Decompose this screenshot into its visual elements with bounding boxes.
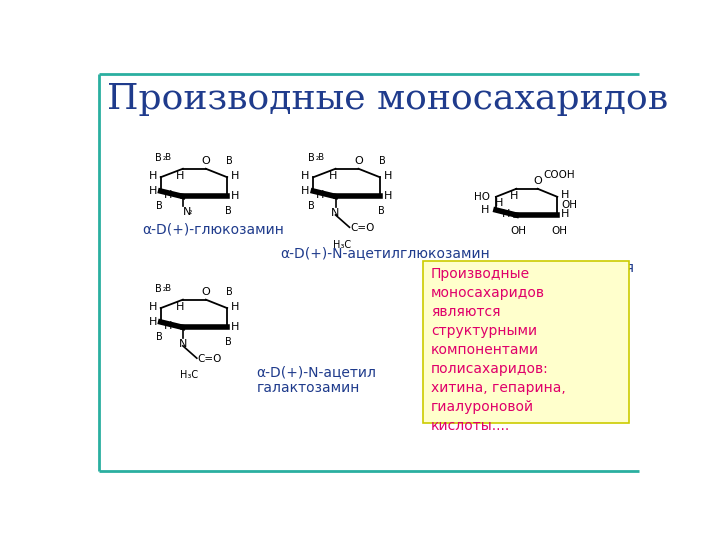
Text: N: N [183,207,192,217]
Text: H: H [561,208,570,219]
Text: COOH: COOH [543,170,575,180]
Text: O: O [354,157,363,166]
Text: O: O [202,157,210,166]
Text: B: B [379,156,385,166]
Text: H₃C: H₃C [333,240,351,249]
Text: O: O [202,287,210,298]
Text: OH: OH [551,226,567,236]
Text: B: B [226,156,233,166]
Text: H: H [176,171,185,181]
Text: B: B [307,153,315,164]
Text: C=O: C=O [197,354,222,364]
Text: α-D(+)-глюкозамин: α-D(+)-глюкозамин [143,222,284,237]
Text: Производные моносахаридов: Производные моносахаридов [107,82,668,116]
Text: OH: OH [561,199,577,210]
Text: H: H [231,171,240,181]
Text: H: H [495,198,503,208]
Text: H: H [384,192,392,201]
Text: B: B [156,332,163,342]
Text: H₃C: H₃C [180,370,198,381]
Text: B: B [226,287,233,296]
Text: Производные
моносахаридов
являются
структурными
компонентами
полисахаридов:
хити: Производные моносахаридов являются струк… [431,267,566,433]
Text: C=O: C=O [350,223,374,233]
Text: N: N [331,208,340,218]
Text: N: N [179,339,187,349]
Text: α-D(+)-глюкуроновая
кислота: α-D(+)-глюкуроновая кислота [477,261,634,292]
Text: HO: HO [474,192,490,202]
Text: B: B [155,153,162,164]
Text: B: B [225,206,232,217]
Text: B: B [308,201,315,211]
Text: α-D(+)-N-ацетил
галактозамин: α-D(+)-N-ацетил галактозамин [256,365,377,395]
Text: H: H [561,190,570,200]
Text: H: H [148,301,157,312]
Text: B: B [378,206,384,217]
Text: B: B [155,284,162,294]
Text: H: H [482,205,490,215]
Text: B: B [225,338,232,347]
Text: ₂B: ₂B [163,284,172,293]
Text: H: H [231,301,240,312]
Text: H: H [163,321,172,331]
Text: B: B [156,201,163,211]
Text: H: H [510,191,518,201]
Text: H: H [148,186,157,196]
Text: OH: OH [510,226,526,236]
Text: ₂B: ₂B [163,153,172,162]
FancyBboxPatch shape [423,261,629,423]
Text: ₂B: ₂B [316,153,325,162]
Text: H: H [148,317,157,327]
Text: H: H [231,192,240,201]
Text: H: H [163,190,172,200]
Text: H: H [384,171,392,181]
Text: H: H [316,190,325,200]
Text: O: O [534,177,542,186]
Text: H: H [329,171,338,181]
Text: H: H [176,302,185,312]
Text: H: H [148,171,157,181]
Text: H: H [301,171,310,181]
Text: ₂: ₂ [189,207,192,216]
Text: H: H [502,208,510,219]
Text: H: H [231,322,240,332]
Text: H: H [301,186,310,196]
Text: α-D(+)-N-ацетилглюкозамин: α-D(+)-N-ацетилглюкозамин [280,246,490,260]
